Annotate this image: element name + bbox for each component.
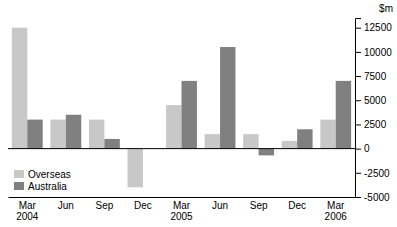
tick: Mar2005 <box>170 200 193 222</box>
tick: Sep <box>250 200 268 211</box>
tick: Mar2004 <box>16 200 39 222</box>
bar <box>27 120 42 149</box>
tick-label: Sep <box>95 200 113 211</box>
bar <box>166 105 181 149</box>
tick-label: Mar2005 <box>170 200 193 222</box>
axis-line <box>9 197 356 198</box>
legend-item: Overseas <box>14 169 71 180</box>
bar-series <box>12 28 336 188</box>
tick-label-line: Mar <box>19 200 37 211</box>
legend-swatch <box>14 182 24 190</box>
bar <box>104 139 119 149</box>
tick-mark <box>355 173 361 174</box>
tick: -2500 <box>355 168 390 179</box>
bar <box>12 28 27 149</box>
bar <box>205 134 220 149</box>
tick-label: 5000 <box>364 95 387 106</box>
bar <box>320 120 335 149</box>
bar <box>336 81 351 149</box>
tick-label: 12500 <box>364 22 392 33</box>
tick-label-line: Jun <box>212 200 228 211</box>
tick: Jun <box>212 200 228 211</box>
tick-label-line: Jun <box>58 200 74 211</box>
tick: Mar2006 <box>325 200 348 222</box>
tick: Dec <box>288 200 306 211</box>
tick-mark <box>355 52 361 53</box>
tick-label-line: 2004 <box>16 211 39 222</box>
bar <box>66 115 81 149</box>
tick-label: Sep <box>250 200 268 211</box>
tick-label: -5000 <box>364 192 390 203</box>
tick: 0 <box>355 143 370 154</box>
y-axis: -5000 -2500 0 2500 5000 7500 10000 12500 <box>355 19 392 203</box>
tick-label-line: 2005 <box>170 211 193 222</box>
tick: Dec <box>134 200 152 211</box>
tick-label: Dec <box>288 200 306 211</box>
legend-label: Australia <box>28 181 67 192</box>
plot: -5000-250002500500075001000012500Mar2004… <box>8 19 392 223</box>
tick-mark <box>355 149 361 150</box>
legend: OverseasAustralia <box>14 169 71 192</box>
tick-label-line: Sep <box>95 200 113 211</box>
bar-series <box>27 47 351 155</box>
tick-label-line: Dec <box>134 200 152 211</box>
tick-label: 7500 <box>364 71 387 82</box>
tick-label-line: Sep <box>250 200 268 211</box>
bar <box>182 81 197 149</box>
tick: Jun <box>58 200 74 211</box>
tick-mark <box>355 100 361 101</box>
tick-label-line: Mar <box>327 200 345 211</box>
bar <box>89 120 104 149</box>
tick-label: 10000 <box>364 47 392 58</box>
bar <box>220 47 235 149</box>
tick-label: -2500 <box>364 168 390 179</box>
tick-mark <box>355 76 361 77</box>
tick: 7500 <box>355 71 387 82</box>
tick: 12500 <box>355 22 392 33</box>
tick-label: 0 <box>364 143 370 154</box>
tick-label: Jun <box>58 200 74 211</box>
tick-label: 2500 <box>364 119 387 130</box>
zero-line <box>8 148 355 149</box>
bar <box>50 120 65 149</box>
tick-label: Mar2004 <box>16 200 39 222</box>
tick: 5000 <box>355 95 387 106</box>
tick-mark <box>355 124 361 125</box>
legend-swatch <box>14 170 24 178</box>
bars <box>12 28 351 188</box>
tick: -5000 <box>355 192 390 203</box>
tick-label-line: Dec <box>288 200 306 211</box>
y-axis-label: $m <box>379 3 393 14</box>
tick: 10000 <box>355 47 392 58</box>
tick-label: Mar2006 <box>325 200 348 222</box>
bar <box>297 129 312 148</box>
legend-item: Australia <box>14 181 67 192</box>
bar <box>259 149 274 156</box>
tick-label-line: 2006 <box>325 211 348 222</box>
tick: 2500 <box>355 119 387 130</box>
bar <box>243 134 258 149</box>
tick-mark <box>355 197 361 198</box>
bar <box>282 141 297 149</box>
chart: -5000-250002500500075001000012500Mar2004… <box>0 0 397 227</box>
tick-label: Jun <box>212 200 228 211</box>
axis-line <box>356 19 362 198</box>
legend-label: Overseas <box>28 169 71 180</box>
x-axis: Mar2004JunSepDecMar2005JunSepDecMar2006 <box>9 198 356 223</box>
bar <box>128 149 143 188</box>
tick: Sep <box>95 200 113 211</box>
tick-label-line: Mar <box>173 200 191 211</box>
tick-label: Dec <box>134 200 152 211</box>
tick-mark <box>355 28 361 29</box>
